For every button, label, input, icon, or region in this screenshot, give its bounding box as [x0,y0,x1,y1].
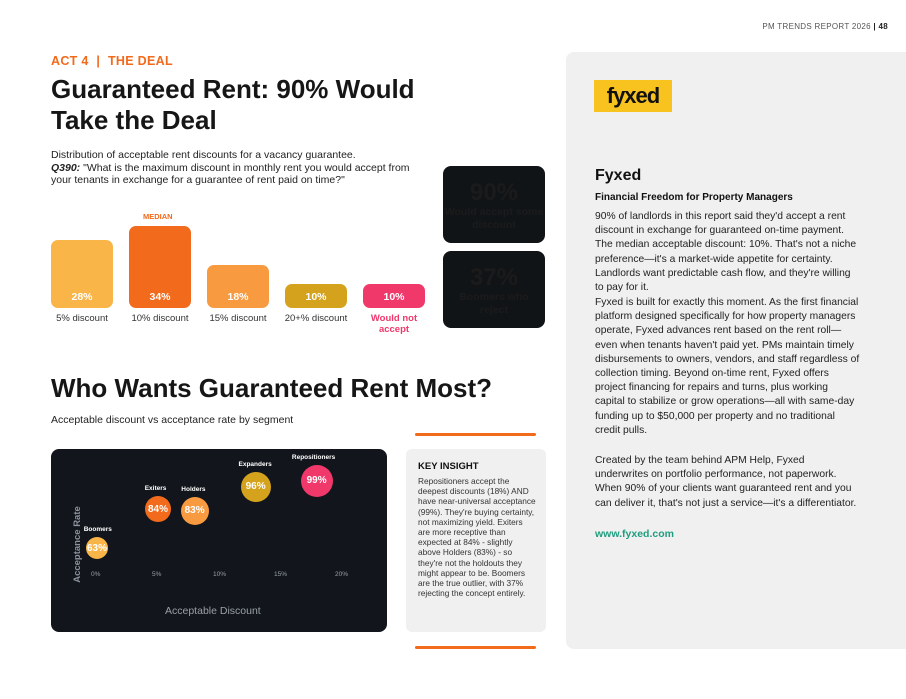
question-text: "What is the maximum discount in monthly… [51,161,410,187]
x-axis-label: Acceptable Discount [165,605,261,617]
page-title: Guaranteed Rent: 90% Would Take the Deal [51,74,415,135]
bubble-holders: 83% [180,496,209,525]
bubble-name-label: Expanders [238,460,272,468]
sponsor-name: Fyxed [595,167,642,184]
bar-value-label: 34% [149,291,171,303]
chart-intro: Distribution of acceptable rent discount… [51,149,411,187]
insight-title: KEY INSIGHT [418,461,479,472]
bar-1: 28% [51,240,113,308]
divider [415,646,536,649]
bubble-name-label: Exiters [144,485,167,492]
chart-subtitle: Acceptable discount vs acceptance rate b… [51,414,294,426]
stat-card-accept: 90% Would accept some discount [443,166,545,243]
section-title: Who Wants Guaranteed Rent Most? [51,373,493,403]
act-number: ACT 4 [51,54,89,68]
sponsor-sidebar: fyxed Fyxed Financial Freedom for Proper… [566,52,906,649]
page-header: PM TRENDS REPORT 2026 | 48 [762,22,888,31]
question-code: Q390: [51,161,81,174]
stat-card-reject: 37% Boomers who reject [443,251,545,328]
header-separator: | [873,22,876,31]
section-label: ACT 4 | THE DEAL [51,54,173,68]
bar-category-label: 5% discount [56,313,108,324]
bubble-boomers: 63% [86,537,108,560]
bar-value-label: 28% [71,290,93,303]
report-name: PM TRENDS REPORT 2026 [762,22,871,31]
sidebar-paragraph: Created by the team behind APM Help, Fyx… [595,455,857,509]
stat-value: 90% [469,179,519,206]
key-insight-box: KEY INSIGHT Repositioners accept the dee… [406,449,546,632]
sidebar-paragraph: 90% of landlords in this report said the… [595,211,857,294]
bubble-name-label: Repositioners [291,453,336,461]
website-link[interactable]: www.fyxed.com [595,528,674,540]
stat-value: 37% [469,264,519,291]
bar-category-label: 20+% discount [284,313,348,324]
section-separator: | [96,54,101,68]
sponsor-tagline: Financial Freedom for Property Managers [595,192,793,203]
fyxed-logo: fyxed [594,80,672,112]
sidebar-paragraph: Fyxed is built for exactly this moment. … [595,297,860,436]
bar-category-label: 10% discount [131,313,189,324]
bubble-name-label: Boomers [83,526,112,534]
page-number: 48 [878,22,888,31]
bubble-name-label: Holders [181,485,206,493]
x-tick-label: 5% [152,571,162,578]
bar-value-label: 18% [227,290,249,303]
bar-category-label: 15% discount [209,313,267,324]
y-axis-label: Acceptance Rate [71,506,83,583]
bar-3: 18% [207,264,269,308]
bar-2: 34% [129,226,191,308]
bar-4: 10% [285,283,347,308]
bar-value-label: 10% [383,290,405,303]
bar-5: 10% [363,283,425,308]
section-name: THE DEAL [108,54,173,68]
bubble-expanders: 96% [240,471,271,502]
intro-line: Distribution of acceptable rent discount… [51,149,356,161]
x-tick-label: 0% [91,571,101,578]
median-annotation: MEDIAN [143,212,173,221]
x-tick-label: 15% [274,571,288,578]
bar-category-label: Would not accept [370,313,418,335]
stat-label: Boomers who reject [459,291,529,316]
x-tick-label: 20% [335,571,349,578]
segment-bubble-chart: Acceptance Rate Acceptable Discount 0% 5%… [51,449,387,632]
bubble-exiters: 84% [145,496,171,522]
bubble-repositioners: 99% [300,464,333,497]
insight-body: Repositioners accept the deepest discoun… [418,476,536,599]
bar-value-label: 10% [305,290,327,303]
x-tick-label: 10% [213,571,227,578]
stat-label: Would accept some discount [444,206,544,231]
divider [415,433,536,436]
